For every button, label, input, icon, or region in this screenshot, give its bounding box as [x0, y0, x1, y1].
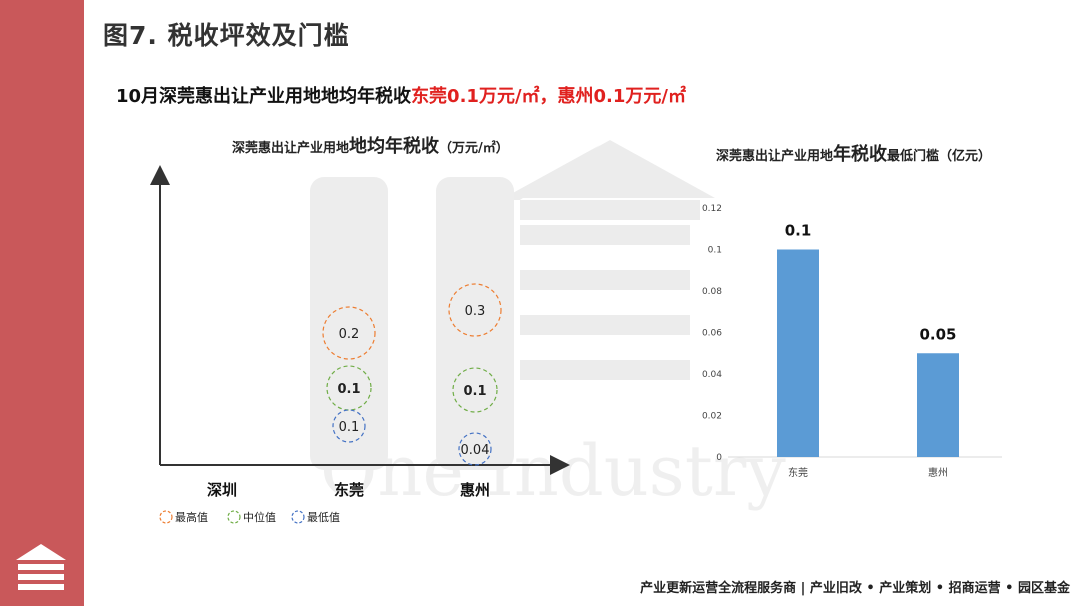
- legend-label-median: 中位值: [243, 510, 276, 524]
- company-logo-icon: [16, 544, 66, 590]
- y-tick-label: 0.1: [708, 246, 722, 256]
- category-band-2: [436, 177, 514, 470]
- subtitle-dongguan: 东莞0.1万元/㎡: [411, 86, 540, 107]
- y-tick-label: 0.06: [702, 329, 722, 339]
- bar-category-label: 东莞: [788, 466, 808, 479]
- data-point-median: [452, 367, 498, 413]
- right-chart-title-main: 年税收: [833, 144, 888, 165]
- page-title: 图7. 税收坪效及门槛: [103, 21, 350, 50]
- subtitle-huizhou: 惠州0.1万元/㎡: [557, 86, 686, 107]
- y-tick-label: 0.02: [702, 412, 722, 422]
- left-chart-title: 深莞惠出让产业用地地均年税收（万元/㎡）: [232, 132, 509, 158]
- data-label-median: 0.1: [337, 382, 360, 397]
- legend-marker-median: [227, 510, 241, 524]
- y-tick-label: 0.08: [702, 287, 722, 297]
- category-label: 深圳: [207, 481, 237, 499]
- category-label: 惠州: [460, 481, 490, 499]
- data-point-min: [332, 409, 366, 443]
- bar-value-label: 0.1: [785, 222, 812, 240]
- data-label-min: 0.1: [339, 420, 360, 435]
- right-chart-title: 深莞惠出让产业用地年税收最低门槛（亿元）: [716, 140, 991, 166]
- legend-marker-max: [159, 510, 173, 524]
- right-chart-title-suffix: 最低门槛（亿元）: [887, 149, 992, 164]
- data-label-median: 0.1: [463, 384, 486, 399]
- legend-label-min: 最低值: [307, 511, 340, 524]
- y-tick-label: 0.12: [702, 204, 722, 214]
- data-label-max: 0.3: [465, 304, 486, 319]
- y-tick-label: 0.04: [702, 370, 722, 380]
- subtitle-prefix: 10月深莞惠出让产业用地地均年税收: [116, 86, 412, 107]
- bar-value-label: 0.05: [919, 325, 956, 343]
- left-chart-title-main: 地均年税收: [349, 136, 440, 157]
- category-label: 东莞: [334, 481, 364, 499]
- subtitle: 10月深莞惠出让产业用地地均年税收东莞0.1万元/㎡，惠州0.1万元/㎡: [116, 82, 686, 108]
- category-band-1: [310, 177, 388, 470]
- legend-marker-min: [291, 510, 305, 524]
- footer-slogan: 产业更新运营全流程服务商 | 产业旧改 • 产业策划 • 招商运营 • 园区基金: [640, 581, 1070, 596]
- data-label-min: 0.04: [461, 443, 490, 458]
- bar: [777, 249, 819, 457]
- sidebar: [0, 0, 84, 606]
- data-point-max: [322, 306, 376, 360]
- right-chart-title-prefix: 深莞惠出让产业用地: [716, 149, 834, 164]
- y-tick-label: 0: [716, 453, 722, 463]
- legend-label-max: 最高值: [175, 510, 208, 524]
- subtitle-separator: ，: [539, 86, 558, 107]
- left-chart-title-suffix: （万元/㎡）: [439, 141, 509, 156]
- data-point-min: [458, 432, 492, 466]
- bar: [917, 353, 959, 457]
- bar-category-label: 惠州: [928, 466, 948, 479]
- data-point-max: [448, 283, 502, 337]
- data-label-max: 0.2: [339, 327, 360, 342]
- left-chart-title-prefix: 深莞惠出让产业用地: [232, 141, 350, 156]
- data-point-median: [326, 365, 372, 411]
